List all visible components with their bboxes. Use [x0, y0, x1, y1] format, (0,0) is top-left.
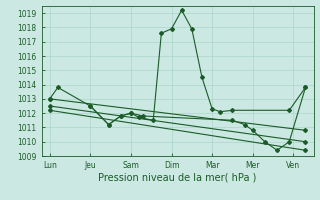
X-axis label: Pression niveau de la mer( hPa ): Pression niveau de la mer( hPa ): [99, 173, 257, 183]
